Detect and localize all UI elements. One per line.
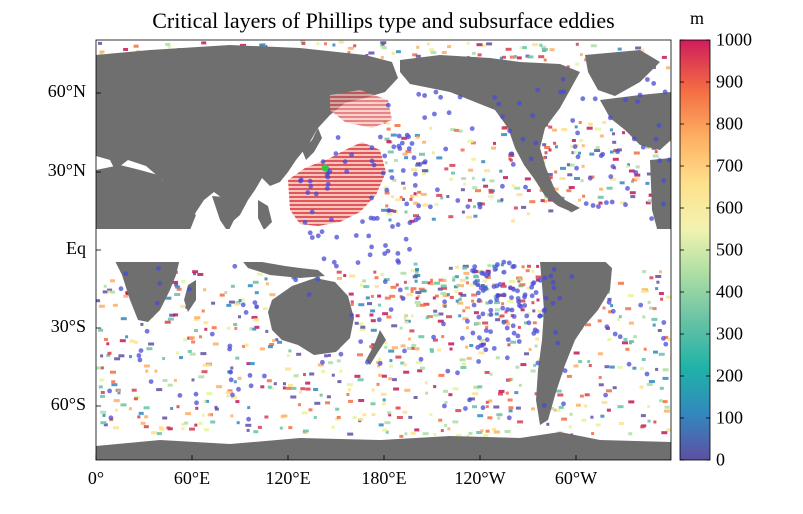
eurasia bbox=[96, 45, 398, 222]
colorbar-tick-label: 900 bbox=[716, 71, 743, 92]
colorbar-tick-label: 1000 bbox=[716, 29, 752, 50]
colorbar bbox=[679, 39, 711, 461]
madagascar bbox=[184, 280, 196, 312]
new-zealand bbox=[366, 330, 386, 365]
australia bbox=[268, 278, 354, 355]
colorbar-ticks bbox=[680, 39, 710, 461]
map-title: Critical layers of Phillips type and sub… bbox=[152, 8, 615, 33]
colorbar-tick-label: 800 bbox=[716, 113, 743, 134]
lon-label-60w: 60°W bbox=[554, 468, 598, 488]
axis-ticks bbox=[95, 92, 577, 460]
lat-label-eq: Eq bbox=[66, 238, 86, 258]
japan bbox=[302, 128, 322, 160]
colorbar-tick-label: 600 bbox=[716, 197, 743, 218]
colorbar-unit: m bbox=[690, 8, 705, 28]
lat-label-30n: 30°N bbox=[47, 160, 86, 180]
colorbar-tick-label: 0 bbox=[716, 449, 725, 470]
phillips-critical-layer-hatching bbox=[288, 90, 392, 226]
lon-label-120e: 120°E bbox=[265, 468, 311, 488]
se-asia bbox=[258, 200, 272, 230]
colorbar-tick-label: 100 bbox=[716, 407, 743, 428]
indonesia bbox=[240, 258, 325, 278]
lon-label-60e: 60°E bbox=[173, 468, 211, 488]
lat-label-60n: 60°N bbox=[47, 81, 86, 101]
lat-label-30s: 30°S bbox=[50, 316, 86, 336]
north-america bbox=[400, 55, 580, 212]
lon-label-180e: 180°E bbox=[361, 468, 407, 488]
colorbar-tick-label: 200 bbox=[716, 365, 743, 386]
lon-label-0: 0° bbox=[87, 468, 105, 488]
colorbar-tick-label: 400 bbox=[716, 281, 743, 302]
lat-label-60s: 60°S bbox=[50, 394, 86, 414]
arabia bbox=[160, 180, 200, 216]
green-marker bbox=[321, 164, 329, 172]
lon-label-120w: 120°W bbox=[454, 468, 506, 488]
europe bbox=[600, 92, 671, 150]
antarctica bbox=[96, 432, 671, 460]
india bbox=[212, 196, 238, 232]
eddy-point-markers bbox=[107, 76, 671, 422]
colorbar-tick-label: 500 bbox=[716, 239, 743, 260]
colorbar-tick-label: 300 bbox=[716, 323, 743, 344]
greenland bbox=[585, 50, 660, 96]
map-area bbox=[96, 40, 671, 460]
colorbar-tick-label: 700 bbox=[716, 155, 743, 176]
